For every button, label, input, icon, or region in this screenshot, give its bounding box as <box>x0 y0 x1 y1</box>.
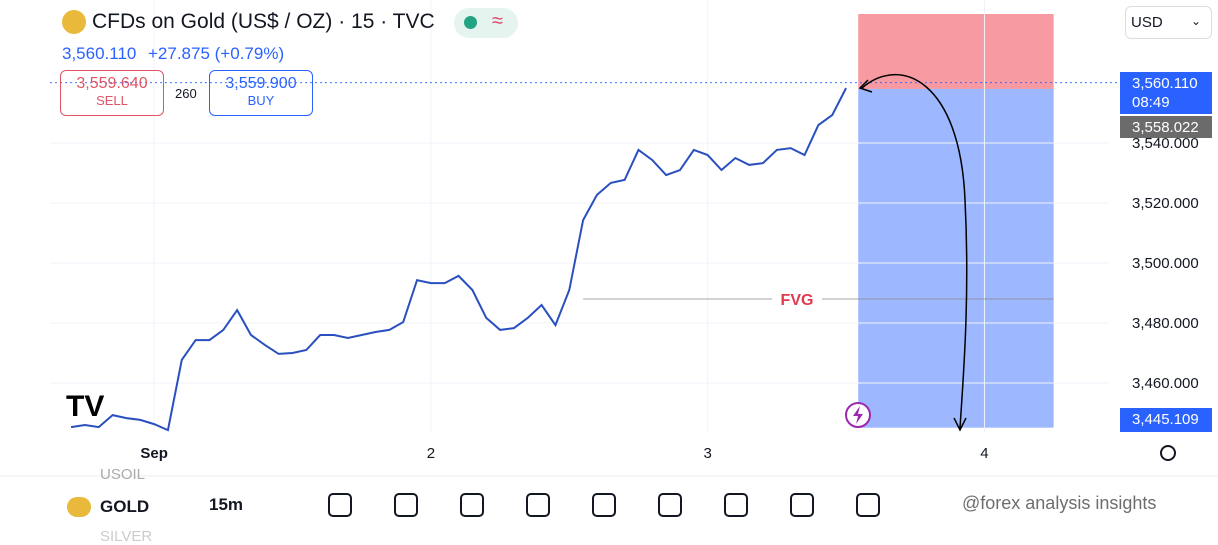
sell-price: 3,559.640 <box>76 75 148 92</box>
price-tag <box>1120 408 1212 432</box>
status-pill[interactable]: ≈ <box>454 8 518 38</box>
toolbar-icon[interactable] <box>658 493 682 517</box>
arrow <box>861 73 968 429</box>
y-tick-label: 3,460.000 <box>1132 375 1199 392</box>
price-tag-label: 08:49 <box>1132 94 1170 111</box>
toolbar-icon[interactable] <box>592 493 616 517</box>
toolbar-icon[interactable] <box>460 493 484 517</box>
interval[interactable]: 15m <box>209 495 244 514</box>
stop-zone <box>858 14 1054 89</box>
arrow-head <box>858 79 967 432</box>
price-tag <box>1120 116 1212 138</box>
toolbar-icon[interactable] <box>394 493 418 517</box>
price-tag <box>1120 72 1212 114</box>
tv-logo: TV <box>66 390 105 423</box>
settings-icon <box>1160 445 1176 461</box>
price-tag-label: 3,560.110 <box>1132 75 1198 92</box>
y-tick-label: 3,480.000 <box>1132 315 1199 332</box>
x-tick-label: 3 <box>703 445 711 462</box>
toolbar-icon[interactable] <box>724 493 748 517</box>
symbol-above[interactable]: USOIL <box>100 466 146 483</box>
price: 3,560.110 <box>62 44 137 63</box>
alert-bolt <box>853 406 863 424</box>
x-tick-label: Sep <box>140 445 168 462</box>
y-tick-label: 3,540.000 <box>1132 135 1199 152</box>
currency-select[interactable]: USD ⌄ <box>1125 6 1212 39</box>
sell-button[interactable]: 3,559.640 SELL <box>60 70 164 116</box>
price-tag-label: 3,558.022 <box>1132 119 1199 136</box>
symbol-title: CFDs on Gold (US$ / OZ) · 15 · TVC <box>92 10 435 33</box>
watermark: @forex analysis insights <box>962 493 1157 513</box>
toolbar-icon[interactable] <box>328 493 352 517</box>
fvg-bg <box>772 288 822 311</box>
toolbar-icon[interactable] <box>526 493 550 517</box>
price-line <box>70 87 847 432</box>
y-tick-label: 3,500.000 <box>1132 255 1199 272</box>
x-tick-label: 4 <box>980 445 988 462</box>
target-zone <box>858 88 1054 428</box>
fvg-label: FVG <box>781 292 814 309</box>
price-tag-label: 3,445.109 <box>1132 411 1199 428</box>
gold-icon <box>62 10 86 34</box>
symbol[interactable]: GOLD <box>100 497 150 516</box>
gold-icon <box>67 497 91 517</box>
currency: USD <box>1131 14 1163 31</box>
buy-button[interactable]: 3,559.900 BUY <box>209 70 313 116</box>
x-tick-label: 2 <box>427 445 435 462</box>
toolbar-icon[interactable] <box>790 493 814 517</box>
sell-label: SELL <box>96 93 128 108</box>
change: +27.875 (+0.79%) <box>148 44 285 63</box>
spread: 260 <box>175 86 197 101</box>
buy-price: 3,559.900 <box>225 75 297 92</box>
y-tick-label: 3,520.000 <box>1132 195 1199 212</box>
symbol-below[interactable]: SILVER <box>100 528 153 545</box>
toolbar-icon[interactable] <box>856 493 880 517</box>
buy-label: BUY <box>247 93 275 108</box>
